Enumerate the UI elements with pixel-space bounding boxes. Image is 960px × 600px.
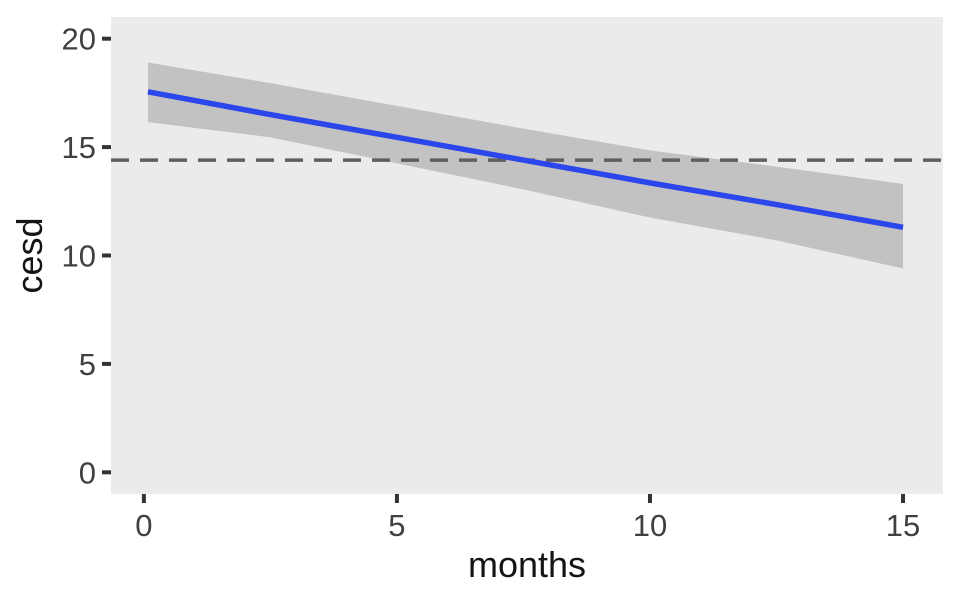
x-axis-tick-label: 0 [135, 508, 152, 543]
x-axis: 0 5 10 15 [135, 494, 920, 543]
x-axis-tick-label: 10 [633, 508, 667, 543]
y-axis-tick-label: 5 [79, 347, 96, 382]
regression-line [147, 89, 904, 231]
x-axis-title: months [468, 544, 586, 585]
y-axis-tick-label: 0 [79, 455, 96, 490]
x-axis-tick-label: 5 [388, 508, 405, 543]
x-axis-tick-label: 15 [886, 508, 920, 543]
y-axis: 0 5 10 15 20 [62, 22, 111, 490]
y-axis-tick-label: 15 [62, 130, 96, 165]
y-axis-title: cesd [9, 217, 50, 293]
y-axis-tick-label: 20 [62, 22, 96, 57]
confidence-band [147, 62, 904, 269]
y-axis-tick-label: 10 [62, 239, 96, 274]
